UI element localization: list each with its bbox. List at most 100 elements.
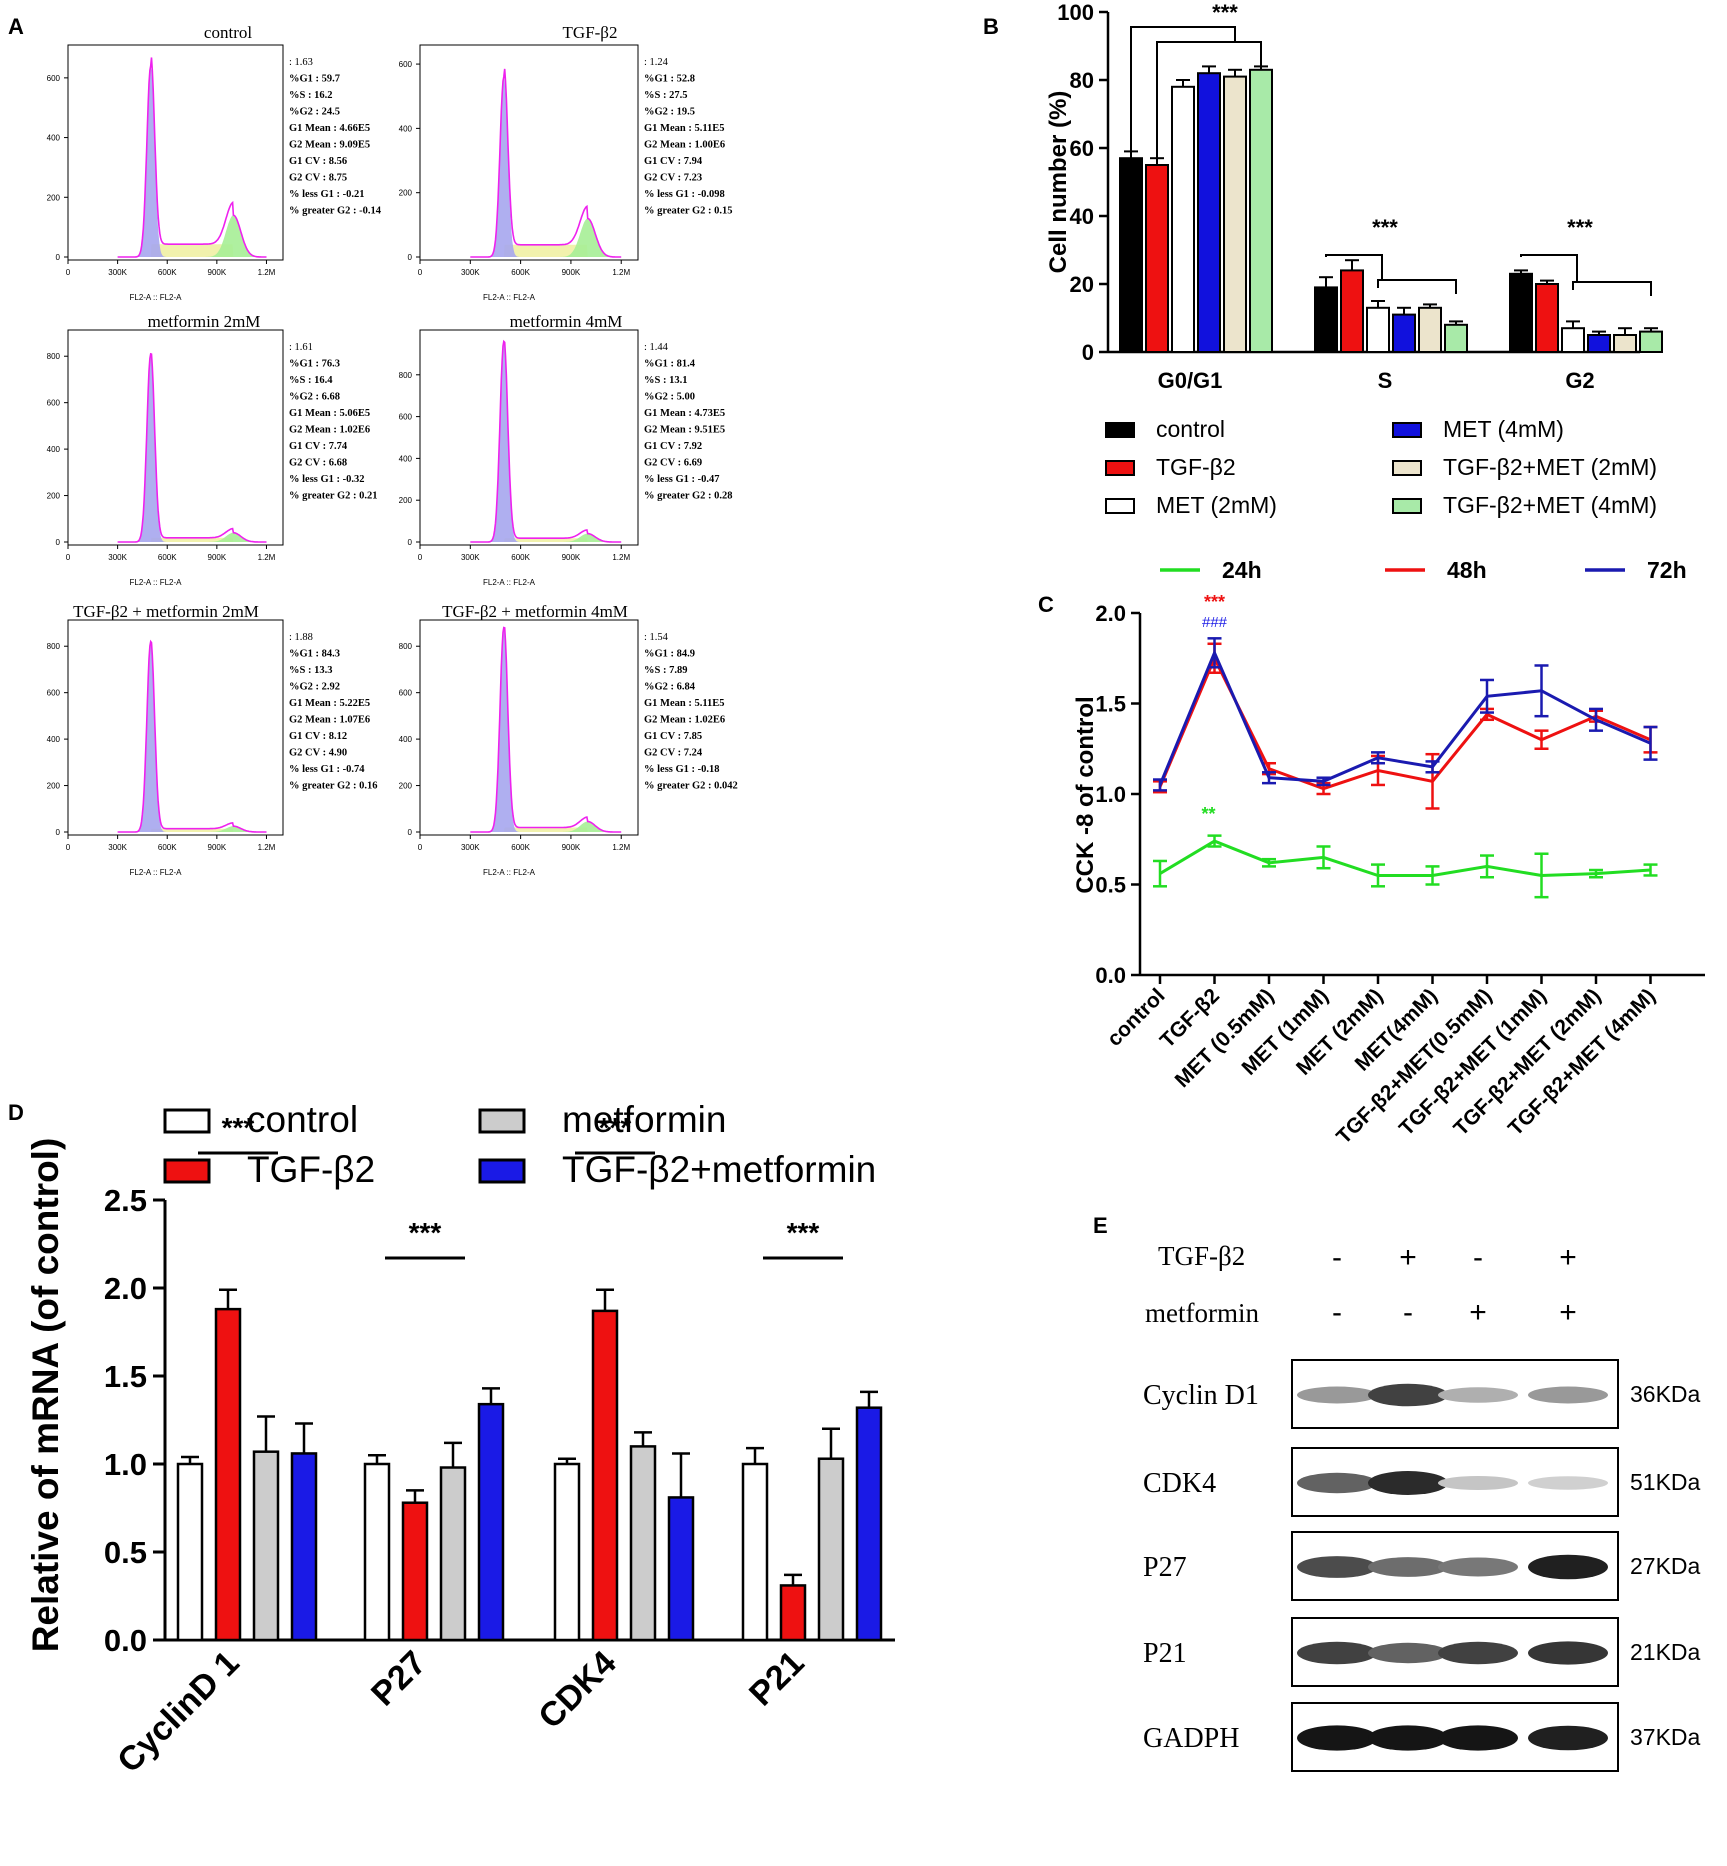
- histogram-frame: [419, 619, 639, 836]
- y-tick-label: 0: [56, 253, 61, 262]
- blot-band: [1297, 1641, 1377, 1665]
- x-tick-label: 900K: [562, 553, 581, 562]
- histogram-fit-line: [117, 639, 267, 833]
- x-tick-label: 0: [418, 268, 423, 277]
- histogram-stat: %S : 13.3: [289, 665, 332, 676]
- blot-Cyclin D1: Cyclin D1 36KDa: [1143, 1359, 1701, 1429]
- legend-label: TGF-β2+MET (2mM): [1443, 454, 1657, 480]
- panel-label-e: E: [1093, 1213, 1108, 1238]
- histogram-stat: G2 CV : 6.69: [644, 458, 702, 469]
- histogram-stat: % less G1 : -0.21: [289, 189, 365, 200]
- y-tick-label: 200: [47, 782, 61, 791]
- bar-TGF-β2+MET (2mM): [1418, 306, 1442, 353]
- g2-phase-area: [470, 533, 622, 542]
- bar-TGF-β2+metformin: [477, 1402, 505, 1642]
- histogram-stat: %G1 : 76.3: [289, 359, 340, 370]
- blot-protein-label: CDK4: [1143, 1468, 1216, 1499]
- panel-e-western-blot: TGF-β2 metformin - + - + - - + + Cyclin D1 36KDa CDK…: [1143, 1241, 1701, 1772]
- histogram-stat: : 1.61: [289, 342, 313, 353]
- histogram-stat: % greater G2 : 0.28: [644, 491, 733, 502]
- legend-label: 72h: [1647, 557, 1687, 583]
- bar-MET (4mM): [1197, 72, 1221, 353]
- histogram-stat: : 1.24: [644, 57, 669, 68]
- histogram-stat: G1 CV : 7.85: [644, 731, 702, 742]
- bar-MET (2mM): [1366, 306, 1390, 353]
- x-tick-label: 900K: [208, 268, 227, 277]
- significance-stars: ***: [599, 1112, 632, 1143]
- histogram-stat: %S : 7.89: [644, 665, 687, 676]
- histogram-fit-line: [470, 339, 622, 543]
- blot-kda-label: 51KDa: [1630, 1469, 1701, 1495]
- bar-TGF-β2: [591, 1309, 619, 1642]
- g2-phase-area: [470, 821, 622, 832]
- histogram-0: control 0 200 400 600 0 300K 600K 900K 1.2M FL2-A …: [47, 23, 382, 302]
- histogram-stat: G1 Mean : 5.22E5: [289, 698, 370, 709]
- bar-metformin: [817, 1457, 845, 1642]
- blot-protein-label: Cyclin D1: [1143, 1380, 1259, 1411]
- y-tick-label: 2.0: [104, 1271, 147, 1306]
- y-tick-label: 0.5: [1095, 873, 1126, 898]
- legend-label: TGF-β2: [1156, 454, 1236, 480]
- significance-bracket: [1377, 279, 1457, 294]
- tgf-sign: -: [1473, 1241, 1483, 1274]
- bar-control: [1314, 286, 1338, 353]
- y-tick-label: 0: [408, 538, 413, 547]
- y-tick-label: 0.5: [104, 1535, 147, 1570]
- histogram-stat: G2 CV : 4.90: [289, 748, 347, 759]
- x-tick-label: 600K: [511, 553, 530, 562]
- blot-band: [1368, 1557, 1448, 1577]
- histogram-stat: %S : 27.5: [644, 90, 687, 101]
- x-axis-label: FL2-A :: FL2-A: [129, 578, 182, 587]
- row-label-metformin: metformin: [1145, 1298, 1259, 1328]
- series-line-24h: [1159, 839, 1651, 878]
- histogram-title: TGF-β2: [563, 23, 618, 42]
- significance-bracket: [1520, 254, 1578, 282]
- bar-TGF-β2+MET (4mM): [1249, 68, 1273, 354]
- x-category-label: CyclinD 1: [110, 1644, 246, 1780]
- x-tick-label: 300K: [461, 268, 480, 277]
- legend-label: metformin: [562, 1099, 726, 1140]
- metformin-sign: +: [1469, 1296, 1487, 1329]
- legend-swatch: [1105, 460, 1135, 476]
- metformin-sign: +: [1559, 1296, 1577, 1329]
- x-category-label: CDK4: [531, 1644, 623, 1736]
- y-tick-label: 400: [399, 735, 413, 744]
- legend-label: control: [1156, 416, 1225, 442]
- significance-stars: ***: [1212, 0, 1238, 25]
- histogram-stat: G1 CV : 8.12: [289, 731, 347, 742]
- g1-phase-area: [117, 353, 267, 542]
- bar-TGF-β2+metformin: [667, 1496, 695, 1642]
- y-tick-label: 800: [47, 352, 61, 361]
- histogram-5: TGF-β2 + metformin 4mM 0 200 400 600 800 0 300K…: [399, 602, 738, 877]
- y-tick-label: 200: [399, 782, 413, 791]
- x-tick-label: 600K: [511, 268, 530, 277]
- y-tick-label: 200: [399, 189, 413, 198]
- histogram-stat: : 1.63: [289, 57, 313, 68]
- g1-phase-area: [470, 76, 622, 258]
- bar-control: [1119, 157, 1143, 353]
- y-tick-label: 400: [47, 735, 61, 744]
- histogram-stat: %G2 : 6.84: [644, 682, 696, 693]
- bar-metformin: [252, 1450, 280, 1642]
- x-tick-label: 1.2M: [612, 843, 630, 852]
- blot-band: [1368, 1642, 1448, 1664]
- histogram-stat: %G2 : 2.92: [289, 682, 340, 693]
- significance-stars: ***: [1372, 215, 1398, 240]
- bar-control: [553, 1462, 581, 1642]
- histogram-fit-line: [470, 626, 622, 833]
- blot-protein-label: P27: [1143, 1552, 1187, 1583]
- blot-band: [1528, 1641, 1608, 1665]
- bar-MET (4mM): [1587, 334, 1611, 353]
- histogram-fit-line: [470, 68, 622, 258]
- y-tick-label: 0.0: [104, 1623, 147, 1658]
- histogram-frame: [67, 44, 284, 261]
- y-tick-label: 0.0: [1095, 963, 1126, 988]
- y-tick-label: 600: [47, 689, 61, 698]
- x-category-label: P27: [364, 1644, 434, 1714]
- y-tick-label: 1.5: [1095, 692, 1126, 717]
- y-tick-label: 600: [399, 413, 413, 422]
- g1-phase-area: [117, 65, 267, 258]
- y-tick-label: 0: [56, 828, 61, 837]
- histogram-stat: %G2 : 24.5: [289, 107, 340, 118]
- legend-swatch: [478, 1158, 526, 1184]
